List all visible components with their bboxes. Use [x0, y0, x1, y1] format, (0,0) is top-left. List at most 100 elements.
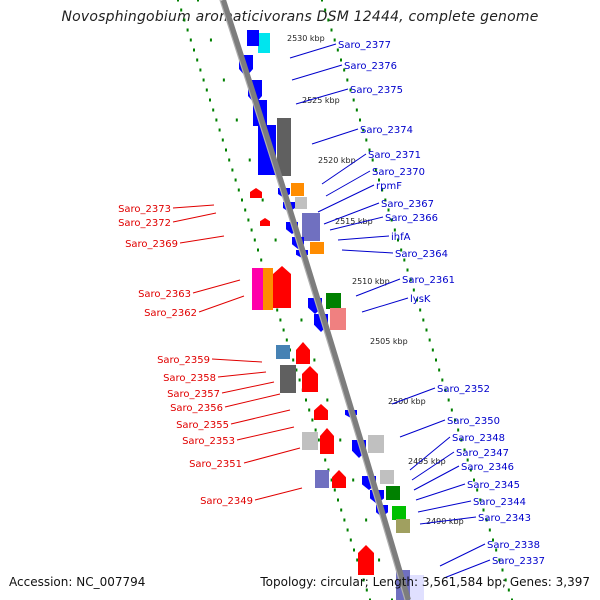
- tick-mark: [257, 248, 259, 252]
- gene-arrow: [314, 404, 328, 420]
- kbp-scale: 2530 kbp 2525 kbp 2520 kbp 2515 kbp 2510 kbp…: [287, 34, 464, 526]
- tick-mark: [218, 128, 221, 132]
- gene-feature: [380, 470, 394, 484]
- tick-mark: [343, 518, 346, 522]
- tick-mark: [231, 168, 234, 172]
- gene-feature: [302, 213, 320, 241]
- tick-mark: [234, 178, 237, 182]
- tick-mark: [205, 88, 208, 92]
- leader-line: [172, 204, 215, 209]
- tick-mark: [460, 438, 463, 442]
- tick-mark: [282, 328, 285, 332]
- tick-mark: [397, 238, 399, 242]
- leader-line: [192, 279, 241, 294]
- gene-feature: [310, 242, 324, 254]
- label-leader-lines: [172, 43, 491, 579]
- tick-mark: [391, 598, 393, 600]
- leader-line: [323, 202, 380, 225]
- tick-mark: [511, 598, 513, 600]
- tick-mark: [356, 558, 359, 562]
- tick-mark: [241, 198, 243, 202]
- tick-mark: [492, 538, 494, 542]
- gene-arrow: [320, 428, 334, 454]
- tick-mark: [250, 228, 253, 232]
- tick-mark: [177, 0, 179, 2]
- gene-label-right: Saro_2366: [385, 213, 438, 224]
- kbp-label: 2500 kbp: [388, 397, 426, 406]
- tick-mark: [317, 438, 320, 442]
- gene-label-right: lysK: [410, 294, 431, 305]
- tick-mark: [352, 478, 355, 482]
- tick-mark: [189, 38, 192, 42]
- tick-mark: [274, 238, 277, 242]
- leader-line: [236, 426, 295, 441]
- tick-mark: [482, 508, 485, 512]
- tick-mark: [346, 78, 349, 82]
- leader-line: [355, 278, 401, 297]
- tick-mark: [340, 58, 342, 62]
- tick-mark: [197, 0, 199, 2]
- gene-label-right: Saro_2371: [368, 150, 421, 161]
- tick-mark: [324, 458, 327, 462]
- tick-mark: [199, 68, 202, 72]
- tick-mark: [235, 118, 238, 122]
- leader-line: [179, 235, 225, 244]
- tick-mark: [501, 568, 504, 572]
- gene-arrow: [358, 545, 374, 575]
- kbp-label: 2495 kbp: [408, 457, 446, 466]
- tick-mark: [292, 358, 295, 362]
- tick-mark: [488, 528, 491, 532]
- tick-mark: [308, 408, 311, 412]
- kbp-label: 2505 kbp: [370, 337, 408, 346]
- gene-label-left: Saro_2369: [125, 239, 178, 250]
- kbp-label: 2520 kbp: [318, 156, 356, 165]
- tick-mark: [180, 8, 183, 12]
- gene-label-right: Saro_2367: [381, 199, 434, 210]
- gene-feature: [277, 118, 291, 176]
- accession-text: Accession: NC_007794: [9, 575, 146, 589]
- tick-mark: [479, 498, 482, 502]
- kbp-label: 2510 kbp: [352, 277, 390, 286]
- tick-mark: [365, 518, 368, 522]
- tick-mark: [339, 438, 342, 442]
- gene-label-right: ihfA: [391, 232, 411, 243]
- tick-mark: [412, 288, 415, 292]
- tick-mark: [381, 188, 384, 192]
- tick-mark: [393, 228, 396, 232]
- tick-mark: [355, 108, 358, 112]
- gene-label-right: Saro_2361: [402, 275, 455, 286]
- gene-label-left: Saro_2349: [200, 496, 253, 507]
- tick-mark: [469, 468, 472, 472]
- tick-mark: [260, 258, 263, 262]
- tick-mark: [352, 98, 355, 102]
- tick-mark: [349, 538, 352, 542]
- leader-line: [411, 451, 455, 481]
- tick-mark: [476, 488, 479, 492]
- gene-label-right: Saro_2375: [350, 85, 403, 96]
- gene-arrow: [273, 266, 291, 308]
- gene-arrow: [332, 470, 346, 488]
- tick-mark: [374, 168, 377, 172]
- leader-line: [243, 447, 301, 464]
- tick-mark: [228, 158, 231, 162]
- kbp-label: 2525 kbp: [302, 96, 340, 105]
- leader-line: [409, 436, 451, 471]
- leader-line: [291, 64, 343, 81]
- tick-mark: [387, 208, 390, 212]
- gene-feature: [252, 268, 264, 310]
- gene-feature: [315, 470, 329, 488]
- tick-mark: [186, 28, 189, 32]
- kbp-label: 2490 kbp: [426, 517, 464, 526]
- tick-mark: [298, 378, 301, 382]
- tick-mark: [425, 328, 428, 332]
- tick-mark: [353, 548, 355, 552]
- tick-mark: [359, 118, 361, 122]
- tick-mark: [441, 378, 444, 382]
- tick-mark: [326, 398, 329, 402]
- genome-title: Novosphingobium aromaticivorans DSM 1244…: [61, 9, 539, 25]
- tick-mark: [261, 198, 264, 202]
- tick-mark: [193, 48, 195, 52]
- gene-feature: [258, 33, 270, 53]
- leader-line: [317, 184, 375, 213]
